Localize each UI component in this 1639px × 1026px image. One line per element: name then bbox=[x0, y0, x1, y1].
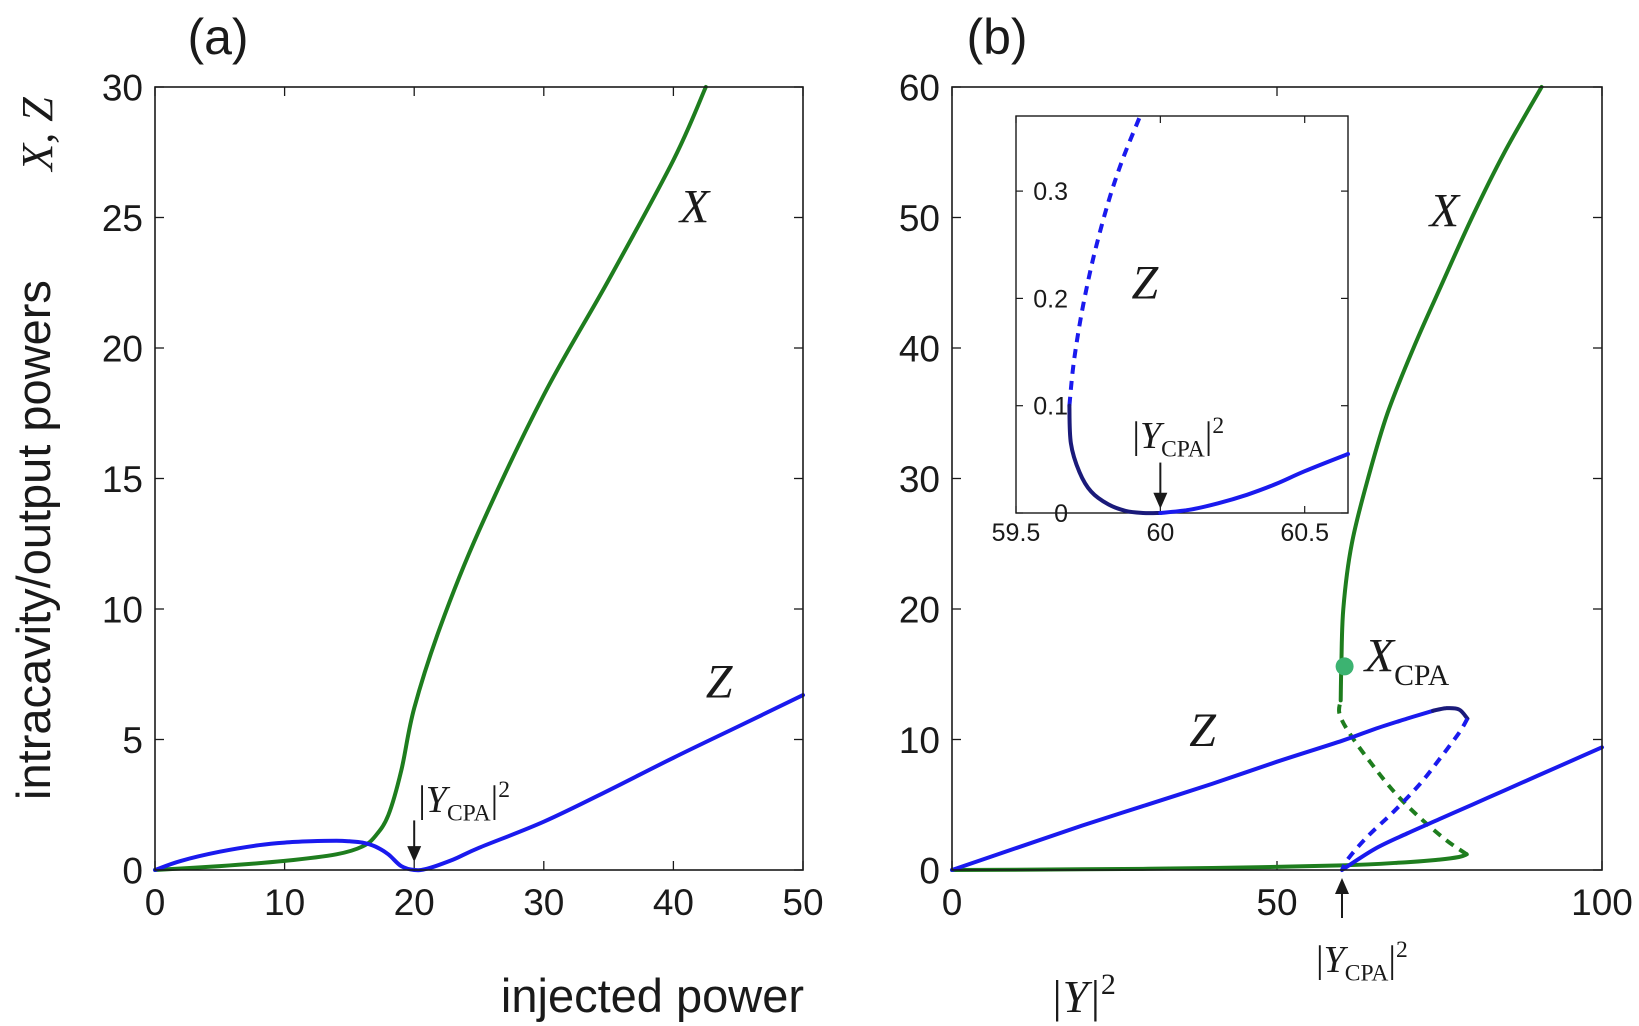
panel-a-ytick-label: 30 bbox=[102, 67, 143, 108]
panel-a-ytick-label: 5 bbox=[122, 720, 143, 761]
panel-b-curve-label: Z bbox=[1189, 704, 1217, 757]
panel-b-annotation: |YCPA|2 bbox=[1316, 878, 1408, 986]
panel-b-frame bbox=[951, 86, 1603, 871]
panel-b-series-z-upper-branch bbox=[950, 708, 1435, 872]
panel-a-arrow-head bbox=[407, 846, 422, 863]
panel-b-ytick-label: 20 bbox=[899, 589, 940, 630]
inset-series bbox=[1067, 115, 1350, 516]
panel-b-ytick-label: 10 bbox=[899, 720, 940, 761]
panel-b-ytick-label: 0 bbox=[919, 850, 940, 891]
inset-series-z-unstable bbox=[1067, 115, 1142, 406]
panel-b-arrow-head bbox=[1335, 878, 1349, 894]
inset-series-z-fold bbox=[1067, 403, 1163, 516]
panel-b: (b) 0 50 100 0 10 20 30 40 50 60 X Z XCPA |YCPA|2 5… bbox=[899, 9, 1633, 986]
panel-a-series bbox=[153, 85, 805, 873]
panel-b-xtick-label: 0 bbox=[942, 882, 963, 923]
panel-b-inset: 59.5 60 60.5 0 0.1 0.2 0.3 Z |YCPA|2 bbox=[992, 115, 1350, 547]
panel-b-series-x-upper-branch bbox=[1338, 85, 1544, 703]
panel-a-xtick-label: 20 bbox=[394, 882, 435, 923]
panel-a-xtick-label: 10 bbox=[264, 882, 305, 923]
panel-a-frame bbox=[154, 86, 804, 871]
panel-b-ytick-label: 50 bbox=[899, 198, 940, 239]
panel-a-xtick-label: 50 bbox=[782, 882, 823, 923]
panel-b-ytick-label: 40 bbox=[899, 328, 940, 369]
panel-b-series-x-lower-branch bbox=[950, 852, 1469, 872]
panel-a-ytick-label: 20 bbox=[102, 328, 143, 369]
panel-b-series-x-unstable-branch bbox=[1337, 700, 1468, 856]
panel-a-labels: XZ bbox=[678, 181, 734, 709]
panel-b-labels: X Z XCPA bbox=[1189, 185, 1461, 757]
inset-xtick-label: 59.5 bbox=[992, 519, 1041, 547]
panel-a-ytick-label: 10 bbox=[102, 589, 143, 630]
panel-a-xtick-label: 30 bbox=[523, 882, 564, 923]
panel-a-xtick-label: 0 bbox=[145, 882, 166, 923]
inset-annotation: |YCPA|2 bbox=[1132, 413, 1224, 509]
panel-b-series-z-lower-branch bbox=[1340, 745, 1604, 872]
x-axis-var-text: |Y| bbox=[1050, 971, 1101, 1022]
inset-curve-label: Z bbox=[1131, 256, 1159, 309]
panel-a-series-x bbox=[153, 85, 708, 872]
panel-b-series-z-fold bbox=[1431, 706, 1470, 721]
inset-ytick-label: 0.3 bbox=[1033, 178, 1068, 206]
panel-b-series-z-unstable-branch bbox=[1340, 717, 1470, 871]
inset-xtick-label: 60.5 bbox=[1280, 519, 1329, 547]
inset-ytick-label: 0.1 bbox=[1033, 393, 1068, 421]
y-axis-vars: X, Z bbox=[13, 97, 62, 173]
panel-b-cpa-label: |YCPA|2 bbox=[1316, 937, 1408, 987]
panel-a-curve-label: X bbox=[678, 181, 711, 234]
x-axis-var-sup: 2 bbox=[1101, 968, 1116, 1001]
panel-b-xtick-label: 50 bbox=[1256, 882, 1297, 923]
panel-a-ytick-label: 0 bbox=[122, 850, 143, 891]
panel-a-label: (a) bbox=[187, 9, 248, 65]
panel-a-ticks: 0 10 20 30 40 50 0 5 10 15 20 25 30 bbox=[102, 67, 824, 923]
inset-ytick-label: 0.2 bbox=[1033, 285, 1068, 313]
panel-a-xtick-label: 40 bbox=[653, 882, 694, 923]
panel-b-marker-x-cpa bbox=[1335, 657, 1354, 676]
panel-a-ytick-label: 15 bbox=[102, 459, 143, 500]
inset-ticks: 59.5 60 60.5 0 0.1 0.2 0.3 bbox=[992, 116, 1348, 547]
inset-labels: Z bbox=[1131, 256, 1159, 309]
panel-a-ytick-label: 25 bbox=[102, 198, 143, 239]
panel-a-curve-label: Z bbox=[706, 656, 734, 709]
panel-b-ytick-label: 30 bbox=[899, 459, 940, 500]
panel-a-series-z bbox=[153, 693, 805, 873]
inset-arrow-head bbox=[1153, 492, 1168, 509]
panel-b-curve-label: X bbox=[1428, 185, 1461, 238]
y-axis-title: intracavity/output powers bbox=[7, 280, 60, 800]
panel-b-ytick-label: 60 bbox=[899, 67, 940, 108]
panel-b-ticks: 0 50 100 0 10 20 30 40 50 60 bbox=[899, 67, 1633, 923]
panel-b-label: (b) bbox=[966, 9, 1027, 65]
panel-b-xtick-label: 100 bbox=[1571, 882, 1633, 923]
inset-series-z-stable bbox=[1158, 452, 1350, 515]
x-axis-title: injected power bbox=[501, 969, 804, 1022]
panel-a-cpa-label: |YCPA|2 bbox=[418, 777, 510, 827]
inset-cpa-label: |YCPA|2 bbox=[1132, 413, 1224, 463]
panel-b-curve-label: XCPA bbox=[1363, 630, 1450, 692]
inset-ytick-label: 0 bbox=[1054, 500, 1068, 528]
inset-xtick-label: 60 bbox=[1146, 519, 1174, 547]
x-axis-var: |Y|2 bbox=[1050, 968, 1116, 1022]
panel-a-annotation: |YCPA|2 bbox=[407, 777, 510, 863]
